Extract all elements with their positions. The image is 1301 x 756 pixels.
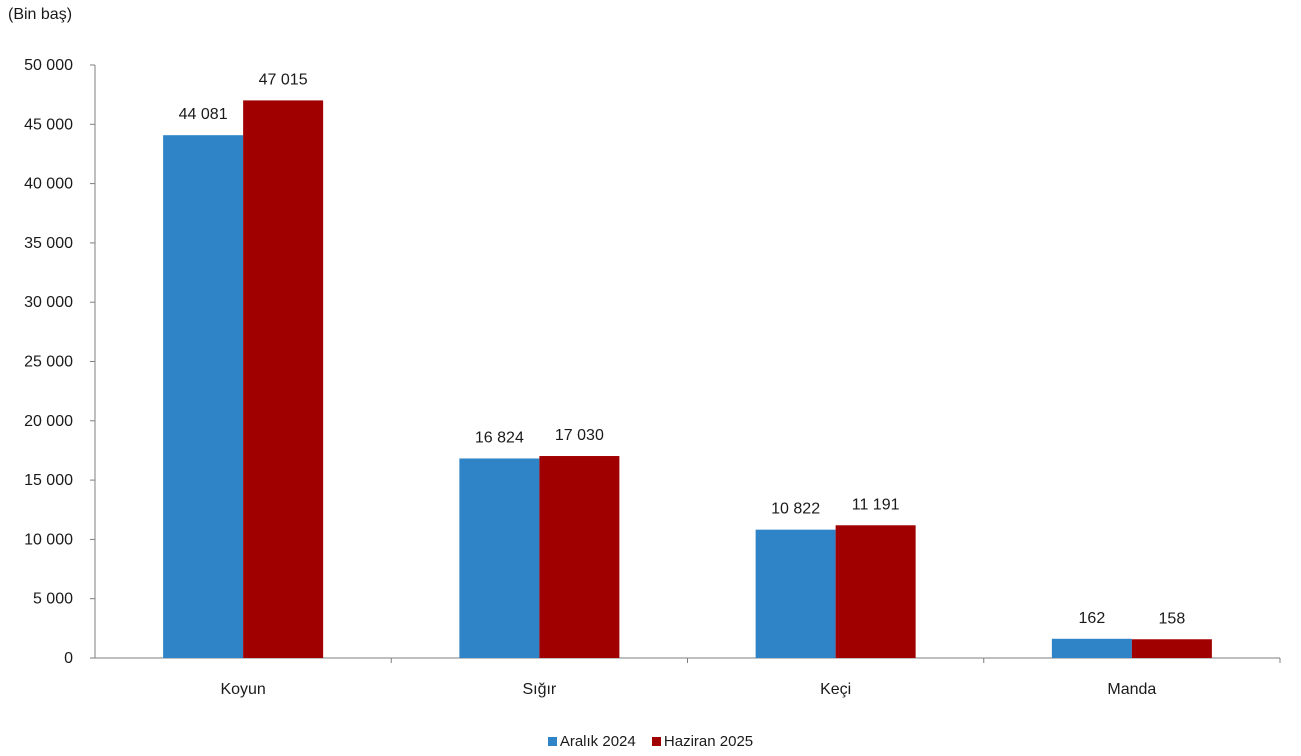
data-label-1-1: 44 081	[179, 106, 228, 123]
data-label-2-1: 47 015	[259, 71, 308, 88]
legend-swatch-series-1	[547, 737, 557, 746]
bar-1-4	[1051, 638, 1132, 658]
bar-1-3	[755, 529, 836, 658]
y-tick-label: 40 000	[24, 176, 73, 193]
legend-label-series-1: Aralık 2024	[559, 733, 636, 750]
y-tick-label: 25 000	[24, 354, 73, 371]
y-tick-label: 10 000	[24, 531, 73, 548]
y-tick-label: 0	[64, 650, 73, 667]
data-label-1-2: 16 824	[475, 429, 524, 446]
y-tick-label: 45 000	[24, 116, 73, 133]
y-tick-label: 5 000	[33, 591, 73, 608]
bar-2-1	[243, 100, 324, 658]
legend-swatch-series-2	[651, 737, 661, 746]
data-label-1-4: 162	[1079, 610, 1106, 627]
legend-label-series-2: Haziran 2025	[663, 733, 754, 750]
data-label-2-3: 11 191	[852, 496, 900, 513]
x-tick-label: Keçi	[820, 681, 851, 698]
legend-item-series-1: Aralık 2024	[547, 733, 636, 750]
y-tick-label: 20 000	[24, 413, 73, 430]
y-unit-label: (Bin baş)	[8, 6, 73, 23]
bar-2-2	[539, 456, 620, 658]
y-tick-label: 50 000	[24, 57, 73, 74]
x-tick-label: Koyun	[220, 681, 265, 698]
data-label-2-2: 17 030	[555, 427, 604, 444]
bar-chart: 0 5 000 10 000 15 000 20 000 25 000 30 000 35 0…	[24, 57, 1281, 698]
data-label-1-3: 10 822	[771, 501, 820, 518]
y-tick-label: 30 000	[24, 294, 73, 311]
legend-item-series-2: Haziran 2025	[651, 733, 754, 750]
bar-2-4	[1131, 639, 1212, 658]
x-tick-label: Sığır	[522, 681, 556, 698]
x-tick-label: Manda	[1107, 681, 1156, 698]
data-label-2-4: 158	[1159, 610, 1186, 627]
y-tick-label: 15 000	[24, 472, 73, 489]
y-tick-label: 35 000	[24, 235, 73, 252]
bar-1-1	[163, 135, 244, 658]
legend: Aralık 2024 Haziran 2025	[0, 733, 1301, 750]
bar-1-2	[459, 458, 540, 658]
bar-2-3	[835, 525, 916, 658]
